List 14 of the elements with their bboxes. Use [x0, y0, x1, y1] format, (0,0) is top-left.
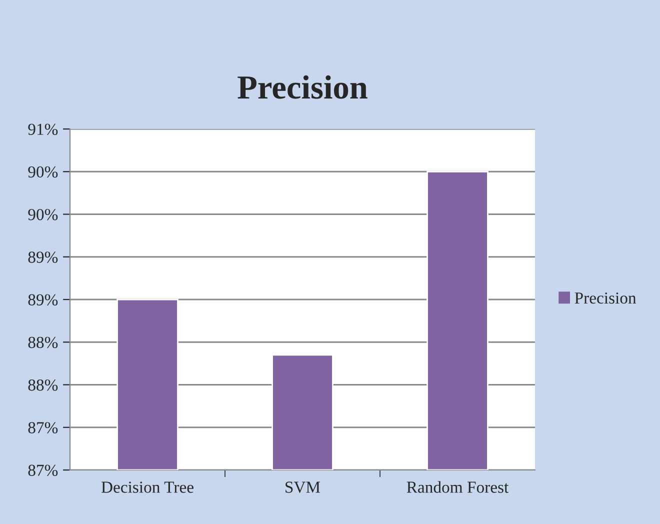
y-tick-label: 89%	[28, 252, 58, 263]
y-tick-label: 87%	[28, 464, 58, 476]
y-tick-label: 91%	[28, 124, 58, 135]
y-tick-label: 88%	[28, 336, 58, 348]
y-tick-label: 90%	[28, 166, 58, 178]
y-tick-label: 88%	[28, 379, 58, 391]
x-tick-label: Random Forest	[406, 481, 509, 493]
legend-label: Precision	[574, 292, 636, 304]
x-tick-label: Decision Tree	[101, 482, 194, 493]
y-tick-label: 87%	[28, 422, 58, 434]
chart-title: Precision	[238, 75, 368, 99]
y-tick-label: 90%	[28, 208, 58, 220]
x-tick-label: SVM	[286, 482, 320, 493]
y-tick-label: 89%	[28, 294, 58, 306]
